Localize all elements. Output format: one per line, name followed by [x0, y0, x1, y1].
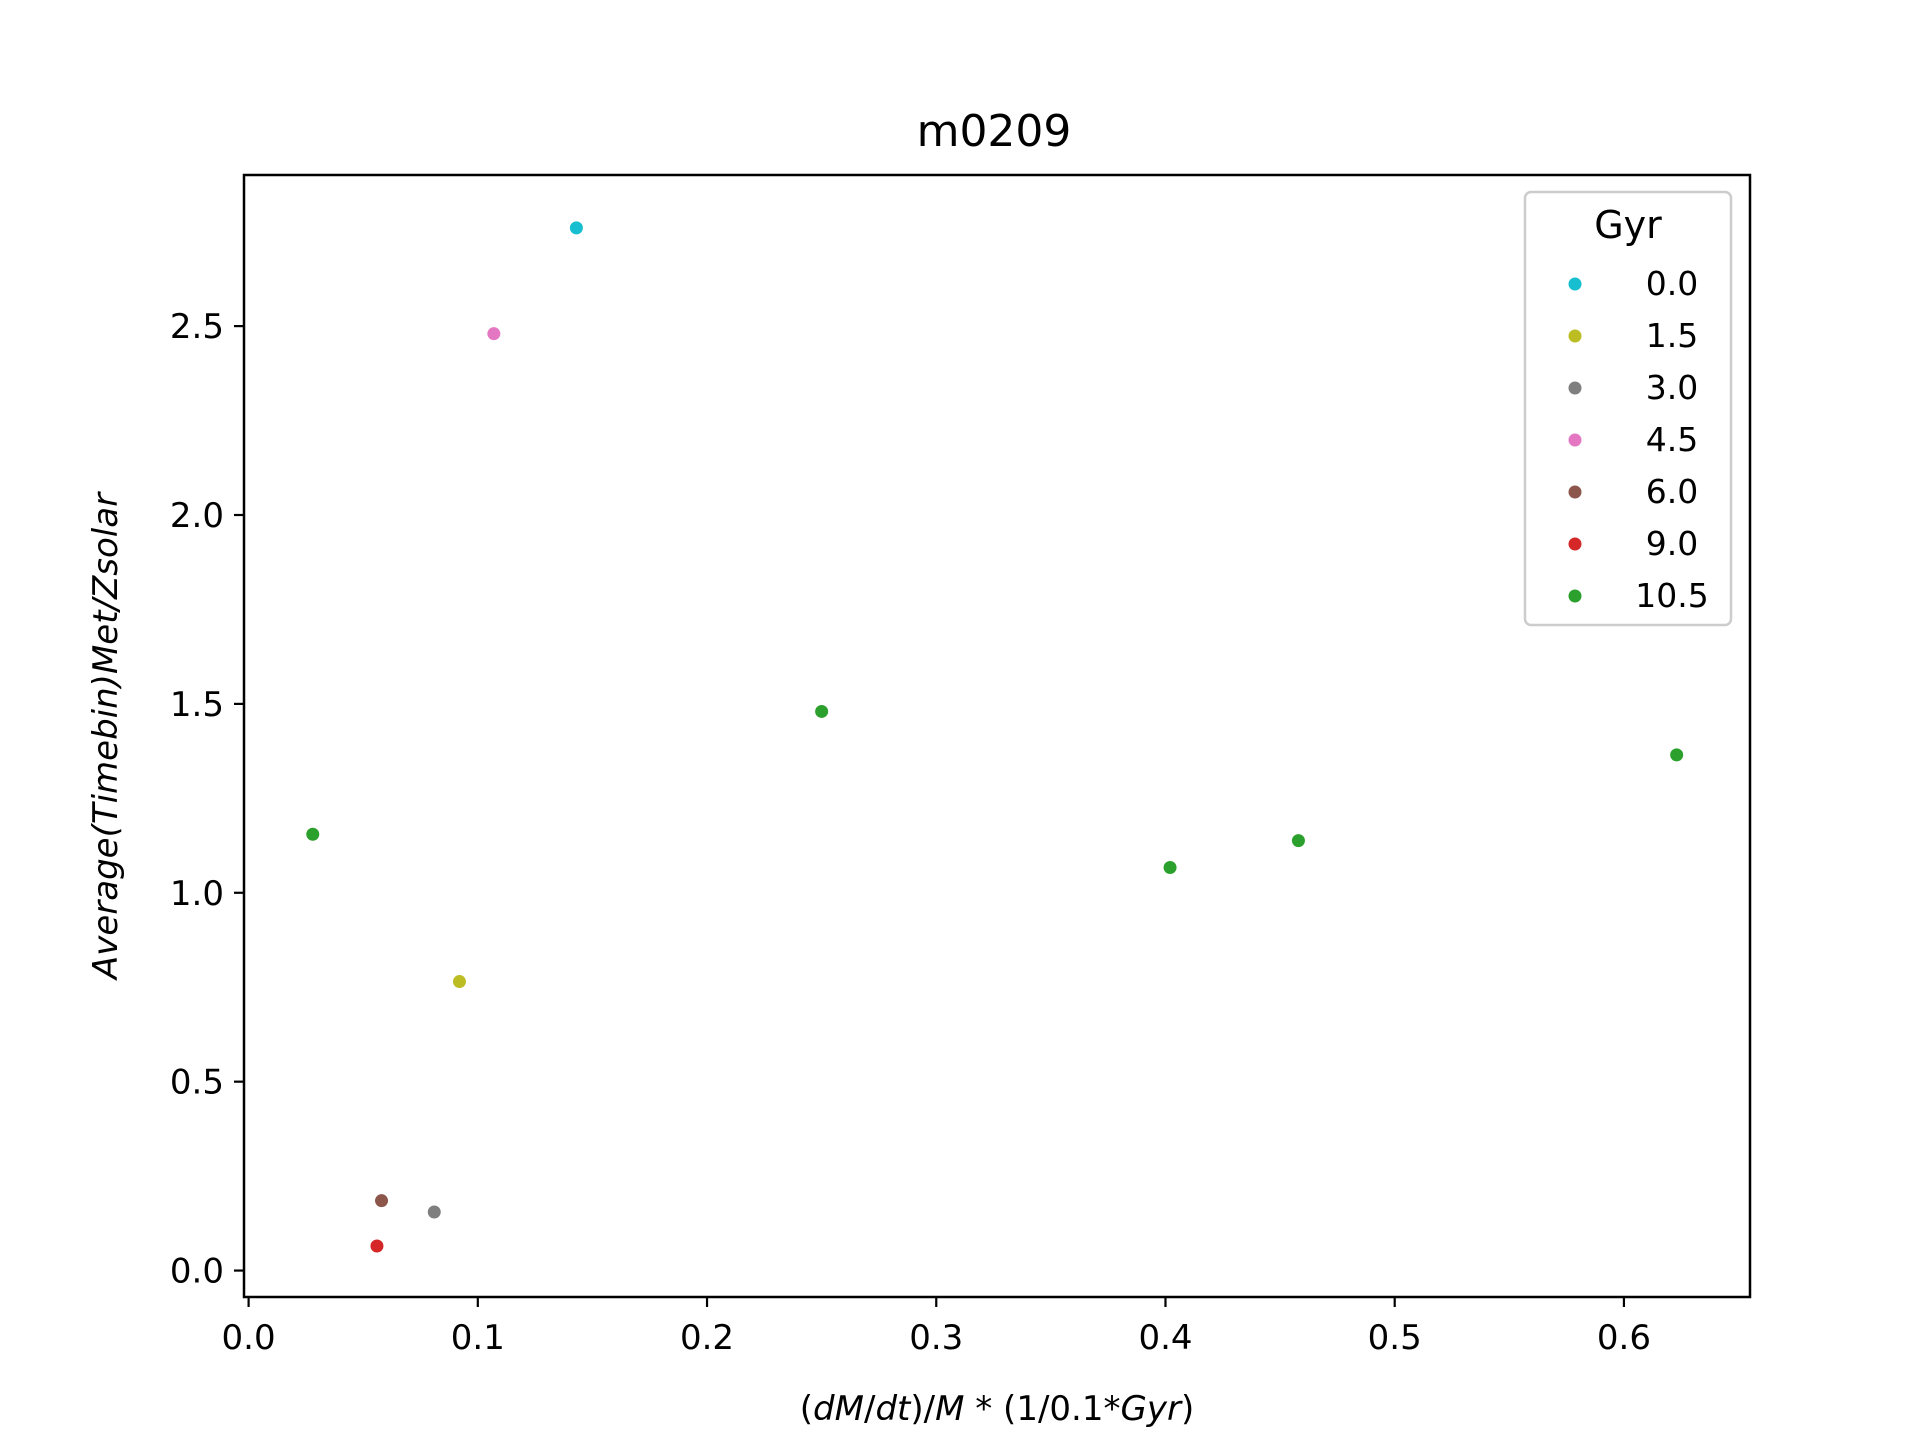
legend-label: 3.0 [1646, 368, 1698, 407]
y-tick-label: 1.5 [170, 685, 224, 725]
y-tick-label: 0.5 [170, 1063, 224, 1103]
legend-items: 0.0 1.5 3.0 4.5 6.0 9.0 10.5 [1568, 264, 1709, 615]
legend-title: Gyr [1594, 203, 1662, 247]
legend-label: 4.5 [1646, 420, 1698, 459]
legend-label: 0.0 [1646, 264, 1698, 303]
data-point [1670, 748, 1684, 762]
data-point [452, 975, 466, 989]
data-point [375, 1194, 389, 1208]
legend-marker [1568, 537, 1582, 551]
x-tick-label: 0.3 [909, 1318, 963, 1358]
data-point [427, 1205, 441, 1219]
data-point [1163, 860, 1177, 874]
legend: Gyr 0.0 1.5 3.0 4.5 6.0 9.0 10.5 [1523, 190, 1733, 627]
x-axis-ticks: 0.0 0.1 0.2 0.3 0.4 0.5 0.6 [222, 1297, 1651, 1358]
legend-frame [1523, 190, 1733, 627]
y-axis-ticks: 0.0 0.5 1.0 1.5 2.0 2.5 [170, 307, 244, 1292]
x-tick-label: 0.1 [451, 1318, 505, 1358]
legend-marker [1568, 589, 1582, 603]
x-tick-label: 0.2 [680, 1318, 734, 1358]
data-point [569, 221, 583, 235]
legend-label: 10.5 [1635, 576, 1708, 615]
chart-title: m0209 [917, 106, 1072, 157]
legend-label: 1.5 [1646, 316, 1698, 355]
data-point [1291, 834, 1305, 848]
y-tick-label: 2.0 [170, 496, 224, 536]
legend-marker [1568, 277, 1582, 291]
legend-label: 9.0 [1646, 524, 1698, 563]
data-point [306, 827, 320, 841]
plot-area-frame [242, 173, 1752, 1299]
y-tick-label: 0.0 [170, 1252, 224, 1292]
legend-label: 6.0 [1646, 472, 1698, 511]
y-tick-label: 1.0 [170, 874, 224, 914]
legend-marker [1568, 485, 1582, 499]
x-tick-label: 0.4 [1138, 1318, 1192, 1358]
x-tick-label: 0.6 [1597, 1318, 1651, 1358]
data-point [370, 1239, 384, 1253]
x-tick-label: 0.5 [1368, 1318, 1422, 1358]
legend-marker [1568, 381, 1582, 395]
data-points [306, 221, 1684, 1253]
legend-marker [1568, 329, 1582, 343]
legend-marker [1568, 433, 1582, 447]
data-point [487, 327, 501, 341]
data-point [815, 704, 829, 718]
x-axis-label: (dM/dt)/M * (1/0.1*Gyr) [800, 1389, 1194, 1429]
y-axis-label: Average(Timebin)Met/Zsolar [86, 491, 126, 981]
y-tick-label: 2.5 [170, 307, 224, 347]
x-tick-label: 0.0 [222, 1318, 276, 1358]
